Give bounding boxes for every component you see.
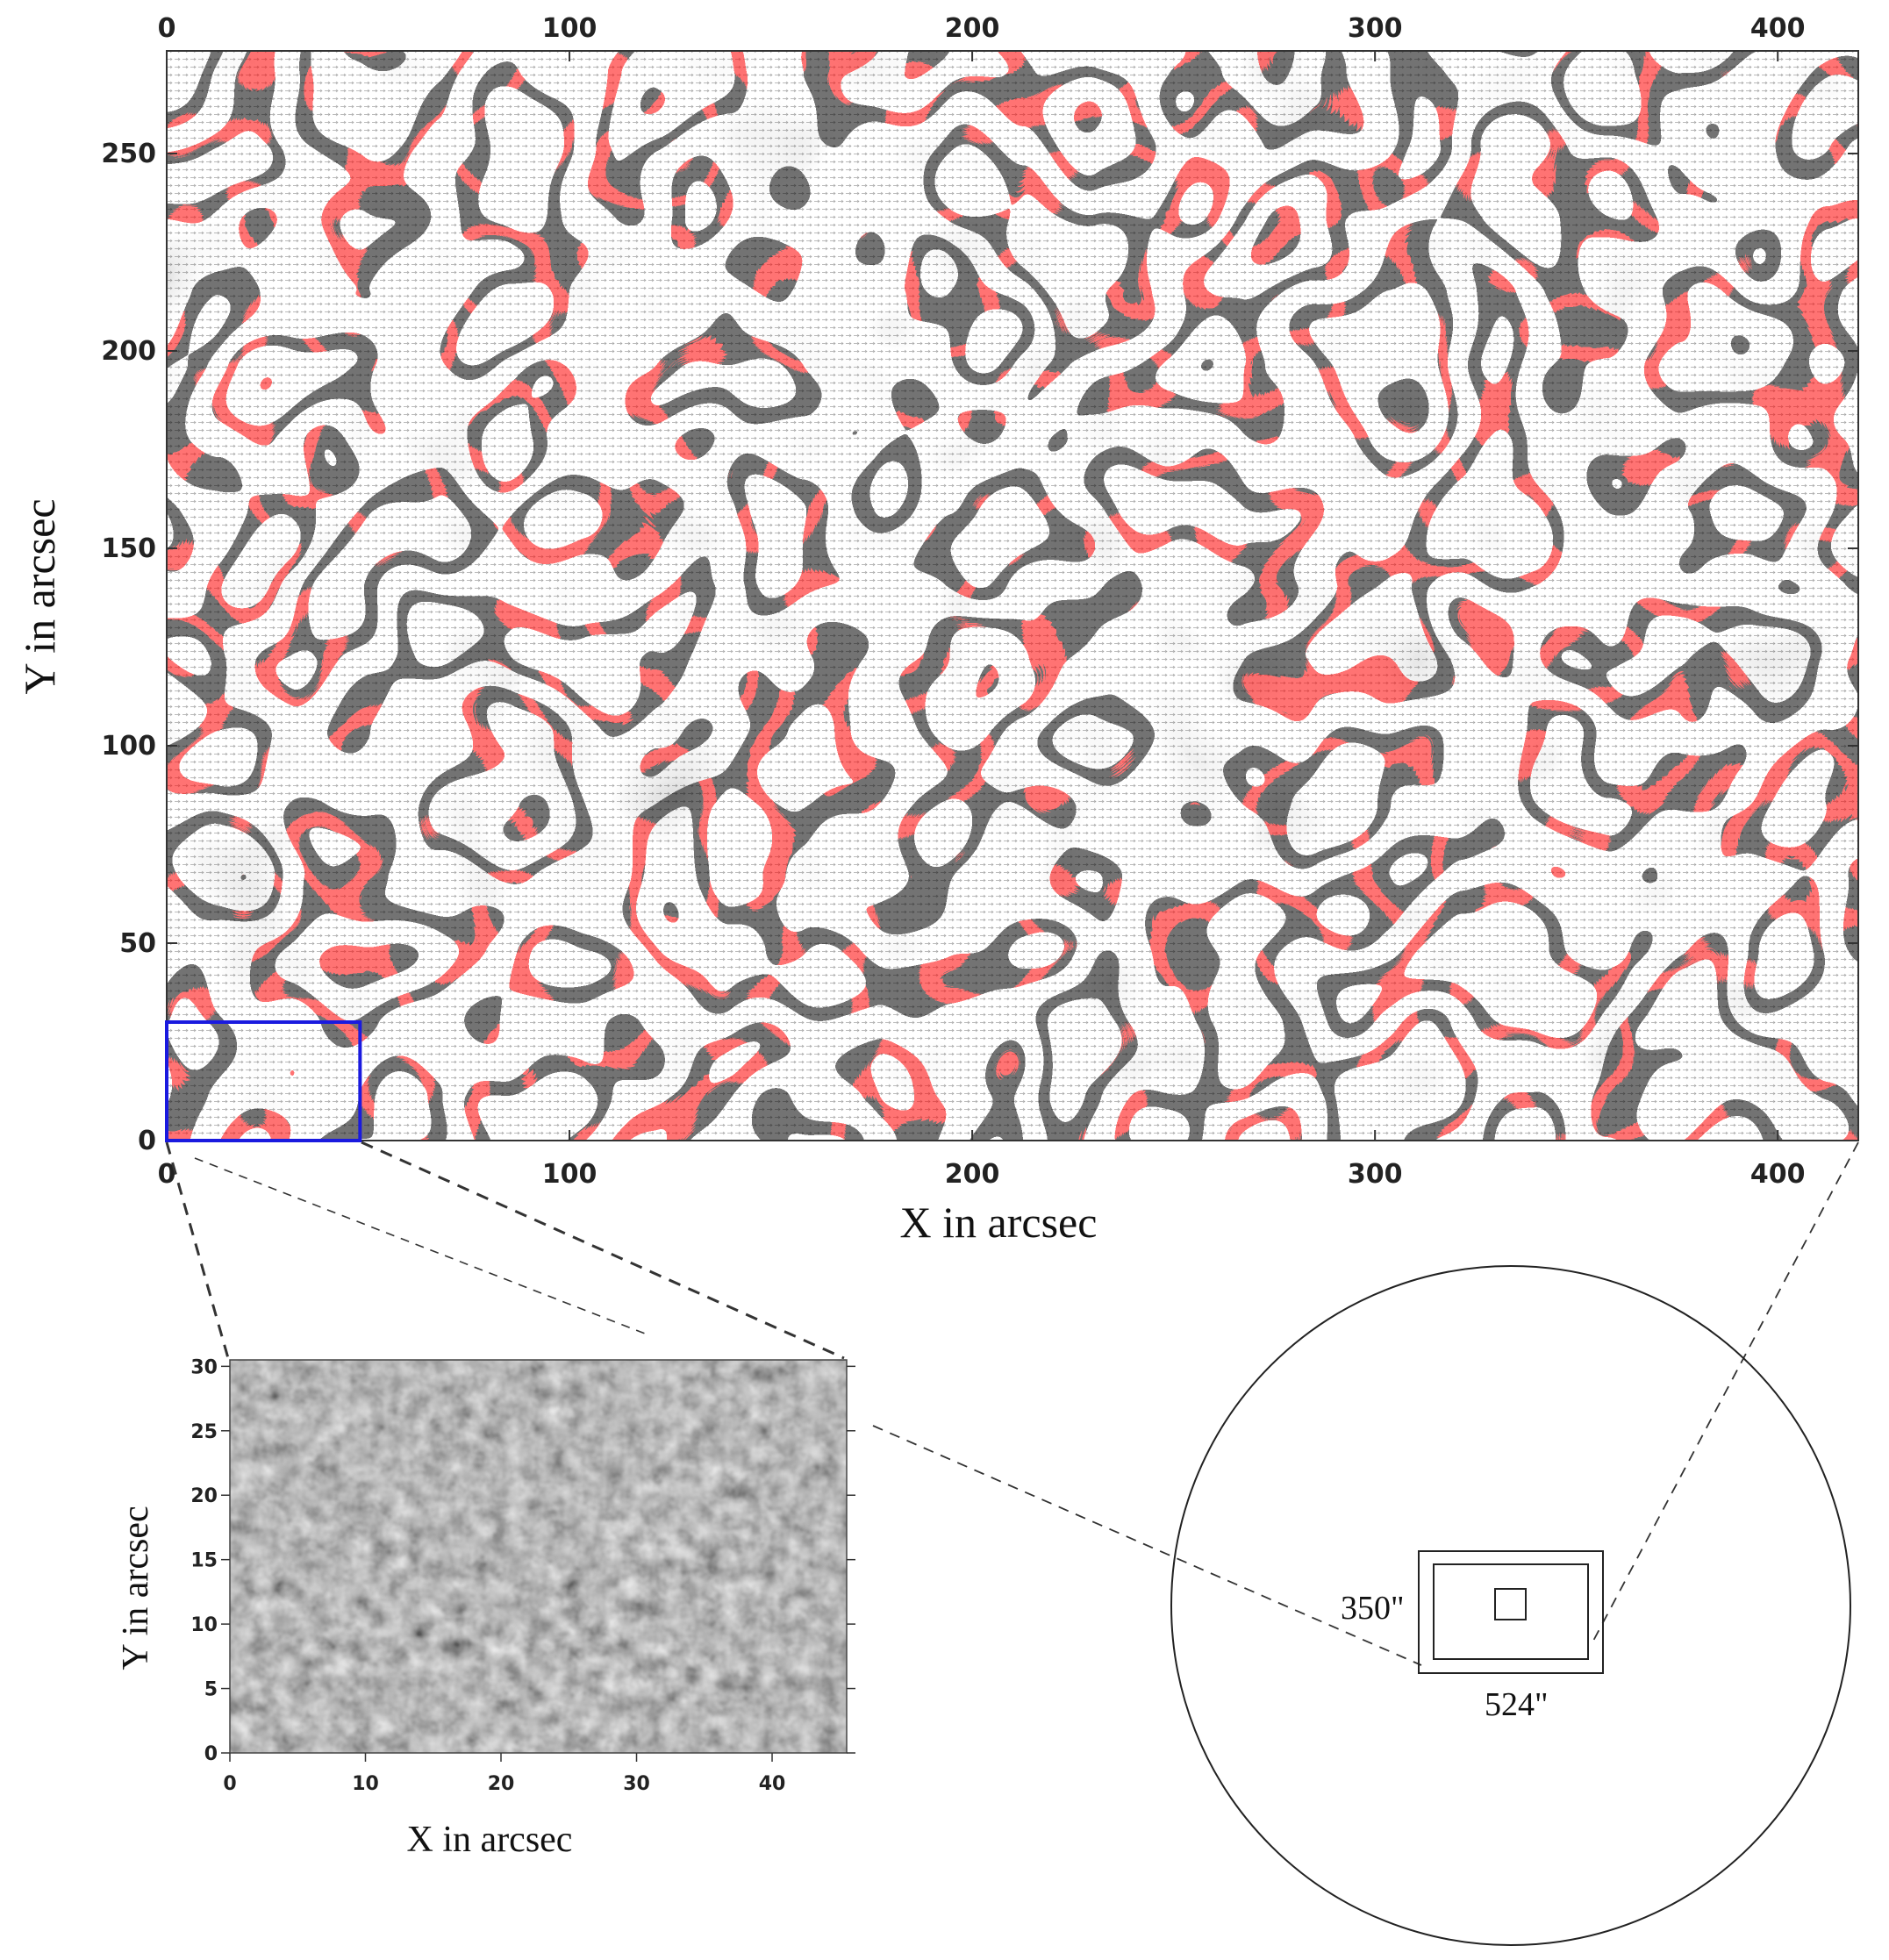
main-x-tick-label-bottom: 400 xyxy=(1750,1159,1806,1190)
divergence-contours xyxy=(167,51,1858,1141)
small-field-box xyxy=(1494,1588,1527,1620)
main-y-tick-label: 150 xyxy=(101,533,156,564)
main-axis-ticks: 0010010020020030030040040005010015020025… xyxy=(101,13,1858,1190)
connector-thin-3 xyxy=(1592,1141,1859,1643)
inset-plot-frame xyxy=(229,1359,848,1754)
inset-x-tick-label: 40 xyxy=(759,1773,786,1795)
inset-y-tick-label: 0 xyxy=(204,1743,218,1765)
inset-y-tick-label: 25 xyxy=(190,1421,218,1443)
main-x-tick-label-top: 300 xyxy=(1348,13,1403,44)
inset-y-tick-label: 5 xyxy=(204,1679,218,1701)
inset-image xyxy=(230,1360,847,1753)
inset-granulation-image: 0 10 20 30 40 0 5 10 15 20 25 30 X in arcsec Y in a… xyxy=(116,1356,855,1860)
main-y-axis-title: Y in arcsec xyxy=(15,498,64,694)
inset-x-tick-label: 20 xyxy=(488,1773,515,1795)
main-x-tick-label-top: 200 xyxy=(945,13,1000,44)
inset-y-tick-label: 20 xyxy=(190,1485,218,1507)
main-x-tick-label-top: 100 xyxy=(542,13,597,44)
inset-axis-ticks: 0 10 20 30 40 0 5 10 15 20 25 30 xyxy=(190,1356,855,1795)
main-plot-frame xyxy=(166,50,1859,1141)
inset-y-tick-label: 15 xyxy=(190,1550,218,1572)
main-x-tick-label-bottom: 300 xyxy=(1348,1159,1403,1190)
main-y-tick-label: 0 xyxy=(138,1126,156,1156)
main-x-axis-title: X in arcsec xyxy=(900,1198,1098,1247)
inset-y-axis-title: Y in arcsec xyxy=(116,1506,156,1670)
main-y-tick-label: 200 xyxy=(101,336,156,367)
inset-x-tick-label: 10 xyxy=(352,1773,379,1795)
main-y-tick-label: 50 xyxy=(119,928,156,959)
inset-y-tick-label: 30 xyxy=(190,1356,218,1378)
middle-field-box xyxy=(1433,1563,1589,1660)
inset-x-tick-label: 30 xyxy=(623,1773,650,1795)
connector-thin-2 xyxy=(872,1425,1422,1666)
inset-x-axis-title: X in arcsec xyxy=(407,1820,573,1860)
main-x-tick-label-top: 0 xyxy=(158,13,176,44)
disk-width-label: 524" xyxy=(1485,1686,1549,1723)
solar-disk-outline xyxy=(1170,1265,1851,1946)
main-x-tick-label-bottom: 100 xyxy=(542,1159,597,1190)
zoom-region-box xyxy=(165,1020,362,1142)
main-x-tick-label-bottom: 0 xyxy=(158,1159,176,1190)
connector-thin-1 xyxy=(194,1157,646,1334)
inset-x-tick-label: 0 xyxy=(223,1773,236,1795)
main-x-tick-label-top: 400 xyxy=(1750,13,1806,44)
connector-left-bold xyxy=(165,1141,230,1359)
main-y-tick-label: 250 xyxy=(101,139,156,169)
connector-right-bold xyxy=(361,1141,845,1360)
disk-height-label: 350" xyxy=(1341,1590,1405,1627)
main-velocity-map: 0010010020020030030040040005010015020025… xyxy=(15,13,1859,1247)
main-y-tick-label: 100 xyxy=(101,731,156,762)
main-x-tick-label-bottom: 200 xyxy=(945,1159,1000,1190)
zoom-connectors xyxy=(165,1141,1859,1666)
inset-y-tick-label: 10 xyxy=(190,1614,218,1636)
solar-disk-schematic xyxy=(1170,1265,1851,1946)
outer-field-box xyxy=(1418,1550,1604,1674)
